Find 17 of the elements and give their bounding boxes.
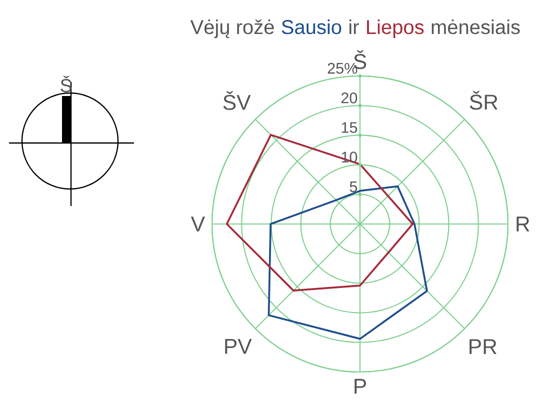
spoke-label: V (190, 216, 205, 232)
spoke-label: PR (470, 339, 496, 354)
text: ir (350, 20, 359, 34)
text: Liepos (367, 20, 424, 38)
spoke-label: ŠR (470, 90, 498, 110)
spoke-label: ŠV (223, 91, 251, 110)
y-tick-label: 10 (342, 152, 358, 163)
chart-title: Vėjų rožė (190, 19, 274, 38)
spoke-label: PV (225, 339, 252, 354)
y-tick-label: 15 (342, 122, 358, 133)
text: mėnesiais (432, 20, 520, 34)
text: Š (60, 76, 72, 92)
spoke-label: P (354, 378, 366, 394)
y-tick-label: 20 (341, 92, 358, 104)
text: Sausio (282, 20, 342, 34)
y-tick-label: 5 (350, 181, 358, 192)
spoke-label: R (516, 216, 530, 232)
